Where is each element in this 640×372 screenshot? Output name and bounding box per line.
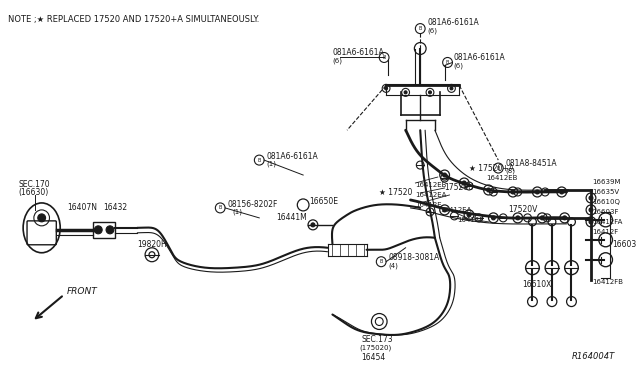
Text: 081A6-6161A: 081A6-6161A [453, 53, 505, 62]
Circle shape [540, 216, 544, 220]
Text: B: B [218, 205, 222, 211]
Text: 17520U: 17520U [445, 183, 474, 192]
Circle shape [589, 220, 593, 224]
Text: 08156-8202F: 08156-8202F [227, 201, 277, 209]
Text: 16412FB: 16412FB [592, 279, 623, 285]
Text: 16432: 16432 [103, 203, 127, 212]
Circle shape [443, 208, 447, 212]
Bar [93, 222, 115, 238]
Circle shape [450, 87, 453, 90]
Text: 16412F: 16412F [592, 229, 618, 235]
Text: NOTE ;★ REPLACED 17520 AND 17520+A SIMULTANEOUSLY.: NOTE ;★ REPLACED 17520 AND 17520+A SIMUL… [8, 15, 260, 24]
Text: 16412EB: 16412EB [486, 175, 518, 181]
Text: 16407N: 16407N [67, 203, 97, 212]
Text: 16639M: 16639M [592, 179, 620, 185]
Text: FRONT: FRONT [67, 287, 98, 296]
Circle shape [94, 226, 102, 234]
Circle shape [106, 226, 114, 234]
Text: 16412FA: 16412FA [592, 219, 622, 225]
Text: 16610X: 16610X [523, 280, 552, 289]
Text: 08918-3081A: 08918-3081A [388, 253, 439, 262]
Text: 16650E: 16650E [309, 198, 338, 206]
Circle shape [467, 213, 471, 217]
Text: (175020): (175020) [360, 344, 392, 351]
Circle shape [38, 214, 45, 222]
Text: SEC.170: SEC.170 [19, 180, 50, 189]
Text: SEC.173: SEC.173 [362, 335, 394, 344]
Text: ★ 17520: ★ 17520 [380, 187, 413, 196]
Text: 081A6-6161A: 081A6-6161A [266, 152, 318, 161]
Text: B: B [497, 166, 500, 171]
Text: 16454: 16454 [362, 353, 386, 362]
Text: 16412EA: 16412EA [440, 207, 471, 213]
Text: (4): (4) [388, 263, 398, 269]
Circle shape [511, 190, 515, 194]
Circle shape [536, 190, 540, 194]
Circle shape [404, 91, 407, 94]
Text: 17520V: 17520V [508, 205, 538, 214]
Text: (6): (6) [332, 57, 342, 64]
Circle shape [563, 216, 566, 220]
Text: 16603F: 16603F [592, 209, 618, 215]
Text: 16412EA: 16412EA [415, 192, 447, 198]
Text: 081A6-6161A: 081A6-6161A [332, 48, 384, 57]
Circle shape [385, 87, 388, 90]
Circle shape [486, 188, 490, 192]
Circle shape [516, 216, 520, 220]
Text: (1): (1) [266, 161, 276, 167]
Text: R164004T: R164004T [572, 352, 616, 361]
Circle shape [560, 190, 564, 194]
Text: 081A6-6161A: 081A6-6161A [427, 18, 479, 27]
Circle shape [589, 208, 593, 212]
Text: 16412E: 16412E [415, 202, 442, 208]
Text: 16610Q: 16610Q [592, 199, 620, 205]
Text: 16412EB: 16412EB [415, 182, 447, 188]
Text: 19820H: 19820H [138, 240, 167, 249]
Text: 16603: 16603 [612, 240, 637, 249]
Text: (16630): (16630) [19, 188, 49, 197]
Text: (6): (6) [453, 62, 463, 69]
Text: 16441M: 16441M [276, 214, 307, 222]
Circle shape [462, 181, 466, 185]
Circle shape [443, 173, 447, 177]
Text: B: B [257, 158, 261, 163]
Text: (1): (1) [232, 209, 242, 215]
Circle shape [492, 216, 495, 220]
Text: ★ 17520+A: ★ 17520+A [469, 164, 514, 173]
Circle shape [311, 223, 315, 227]
Text: (8): (8) [505, 168, 515, 174]
Circle shape [429, 91, 431, 94]
Text: (6): (6) [427, 27, 437, 34]
Text: B: B [419, 26, 422, 31]
Text: B: B [380, 259, 383, 264]
Text: B: B [446, 60, 449, 65]
Text: B: B [383, 55, 386, 60]
Text: 081A8-8451A: 081A8-8451A [505, 158, 557, 167]
Text: 16412E: 16412E [458, 217, 484, 223]
Circle shape [589, 196, 593, 200]
Text: 16635V: 16635V [592, 189, 619, 195]
